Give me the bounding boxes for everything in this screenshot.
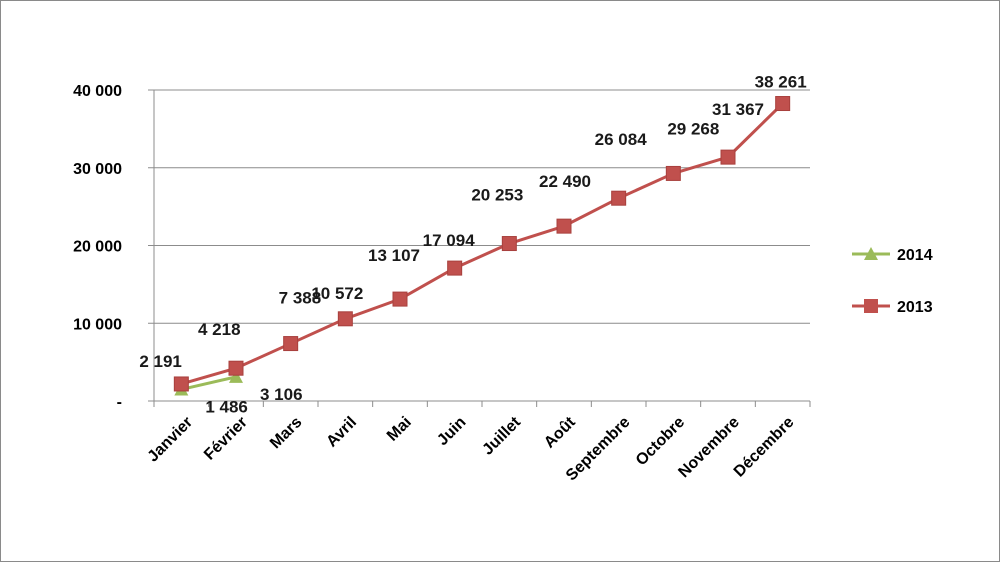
x-tick-label: Mai xyxy=(384,414,415,445)
data-label-2014: 1 486 xyxy=(205,397,248,416)
data-label-2013: 31 367 xyxy=(712,100,764,119)
legend-label-2013: 2013 xyxy=(897,299,933,316)
data-point-2013 xyxy=(775,96,791,112)
x-tick-label: Août xyxy=(541,413,579,451)
x-tick-label: Juillet xyxy=(479,413,524,458)
data-point-2014 xyxy=(229,369,243,383)
data-point-2013 xyxy=(611,190,627,206)
data-label-2014: 3 106 xyxy=(260,385,303,404)
data-label-2013: 29 268 xyxy=(667,119,719,138)
data-point-2013 xyxy=(173,376,189,392)
data-point-2013 xyxy=(228,360,244,376)
y-tick-label: 10 000 xyxy=(73,316,122,333)
data-point-2013 xyxy=(447,260,463,276)
data-point-2013 xyxy=(556,218,572,234)
data-point-2013 xyxy=(283,336,299,352)
y-tick-label: - xyxy=(117,394,122,411)
series-line-2013 xyxy=(180,102,784,386)
series-line-2014 xyxy=(180,375,237,391)
data-label-2013: 13 107 xyxy=(368,246,420,265)
data-label-2013: 26 084 xyxy=(595,130,648,149)
y-tick-label: 40 000 xyxy=(73,83,122,100)
data-label-2013: 22 490 xyxy=(539,172,591,191)
data-point-2013 xyxy=(501,236,517,252)
data-point-2013 xyxy=(720,149,736,165)
y-tick-label: 20 000 xyxy=(73,239,122,256)
x-tick-label: Janvier xyxy=(145,414,197,466)
data-point-2013 xyxy=(337,311,353,327)
data-label-2013: 10 572 xyxy=(311,284,363,303)
y-tick-label: 30 000 xyxy=(73,161,122,178)
data-label-2013: 38 261 xyxy=(755,73,807,92)
data-label-2013: 7 388 xyxy=(279,289,322,308)
data-label-2013: 20 253 xyxy=(471,186,523,205)
legend-marker-2013 xyxy=(864,299,878,313)
data-point-2013 xyxy=(392,291,408,307)
legend-label-2014: 2014 xyxy=(897,247,933,264)
x-tick-label: Octobre xyxy=(633,414,688,469)
x-tick-label: Mars xyxy=(267,414,306,453)
data-point-2013 xyxy=(665,165,681,181)
data-label-2013: 4 218 xyxy=(198,320,241,339)
x-tick-label: Février xyxy=(201,414,251,464)
x-tick-label: Décembre xyxy=(731,414,798,481)
data-label-2013: 2 191 xyxy=(139,352,182,371)
data-label-2013: 17 094 xyxy=(423,231,476,250)
legend-marker-2014 xyxy=(864,247,878,260)
x-tick-label: Juin xyxy=(434,414,469,449)
x-tick-label: Avril xyxy=(323,414,360,451)
